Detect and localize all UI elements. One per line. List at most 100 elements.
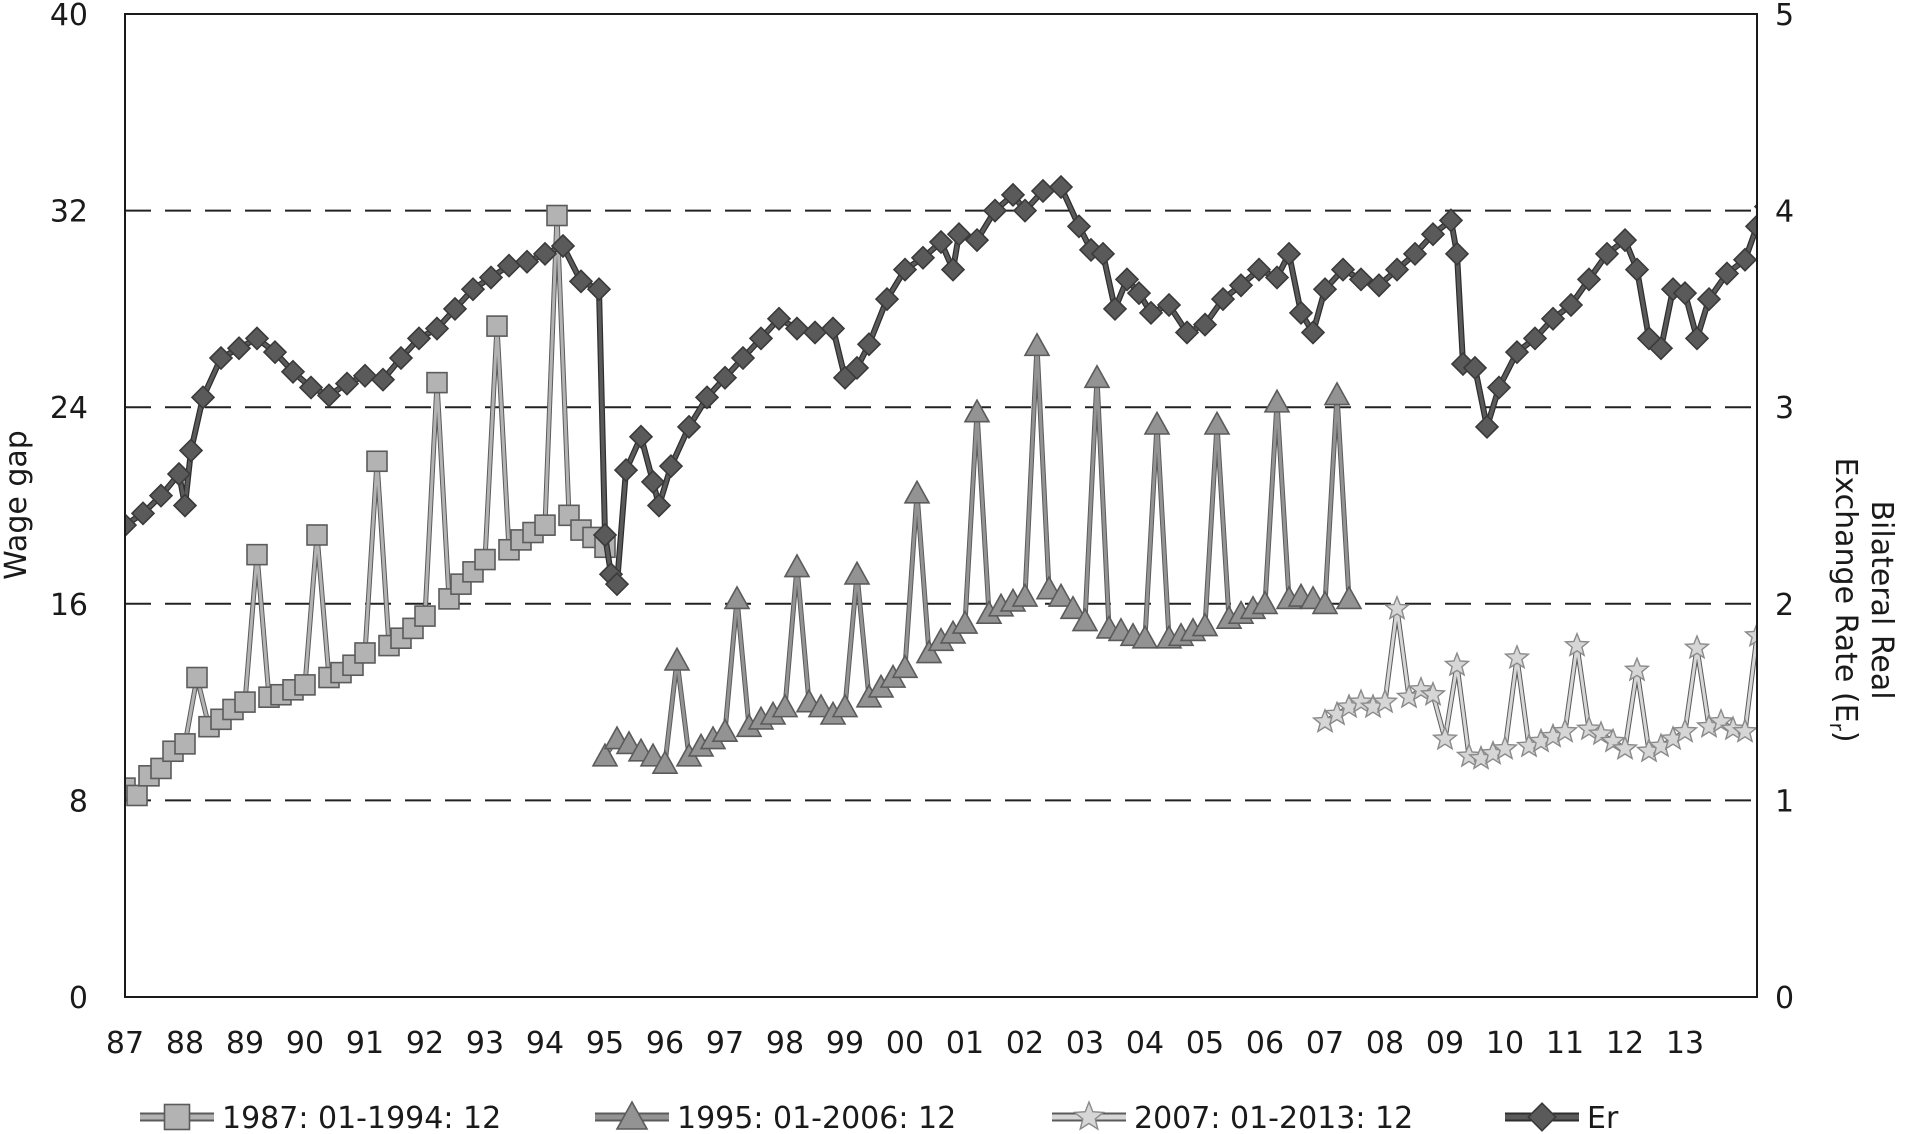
data-point	[903, 479, 931, 504]
data-point	[946, 222, 972, 247]
y-right-tick-label: 3	[1775, 391, 1794, 426]
data-point	[1384, 257, 1410, 282]
data-point	[460, 277, 486, 302]
y-right-axis-title: Bilateral Real Exchange Rate (Er)	[1825, 457, 1899, 742]
y-right-tick-label: 2	[1775, 588, 1794, 623]
data-point	[640, 469, 666, 495]
data-point	[486, 315, 508, 337]
data-point	[354, 642, 376, 664]
data-point	[1348, 267, 1374, 292]
data-point	[1366, 273, 1392, 298]
data-point	[1599, 727, 1627, 753]
data-point	[316, 383, 342, 408]
data-point	[1330, 257, 1356, 282]
data-point	[951, 609, 979, 634]
data-point	[1611, 734, 1639, 761]
data-point	[1419, 680, 1447, 706]
data-point	[1743, 621, 1757, 648]
data-point	[190, 385, 216, 410]
data-point	[1407, 675, 1435, 702]
data-point	[550, 233, 576, 259]
data-point	[1764, 239, 1786, 261]
x-tick-label: 96	[646, 1026, 684, 1061]
data-point	[148, 483, 174, 508]
data-point	[1083, 364, 1111, 389]
legend-marker	[615, 1100, 649, 1130]
x-tick-label: 97	[706, 1026, 744, 1061]
data-point	[1191, 612, 1219, 637]
data-point	[478, 265, 504, 290]
data-point	[982, 198, 1008, 223]
data-point	[334, 371, 360, 396]
data-point	[1696, 286, 1722, 312]
data-point	[474, 548, 496, 571]
y-right-tick-label: 0	[1775, 981, 1794, 1016]
legend-item: 2007: 01-2013: 12	[1052, 1100, 1413, 1134]
data-point	[928, 229, 954, 255]
data-point	[711, 717, 739, 742]
x-tick-label: 07	[1306, 1026, 1344, 1061]
data-point	[298, 375, 324, 400]
data-point	[1443, 651, 1471, 677]
data-point	[1594, 241, 1620, 266]
data-point	[591, 742, 619, 767]
x-tick-label: 91	[346, 1026, 384, 1061]
y-right-axis-title-main: Exchange Rate (E	[1828, 457, 1863, 722]
data-point	[280, 359, 306, 384]
data-point	[546, 204, 568, 227]
data-point	[1420, 222, 1446, 247]
data-point	[663, 646, 691, 671]
data-point	[1210, 286, 1236, 312]
data-point	[831, 693, 859, 718]
data-point	[1012, 198, 1038, 223]
data-point	[592, 522, 618, 548]
x-tick-label: 11	[1546, 1026, 1584, 1061]
data-point	[370, 367, 396, 392]
y-left-tick-label: 0	[69, 981, 88, 1016]
data-point	[1090, 241, 1116, 266]
y-right-tick-label: 1	[1775, 784, 1794, 819]
x-tick-label: 89	[226, 1026, 264, 1061]
data-point	[1312, 277, 1338, 302]
plot-area	[125, 174, 1822, 807]
y-right-axis-title-sub: r	[1825, 723, 1849, 732]
data-point	[844, 355, 870, 381]
data-point	[1246, 257, 1272, 282]
data-point	[1491, 734, 1519, 761]
data-point	[1438, 208, 1464, 233]
data-point	[1503, 644, 1531, 670]
x-tick-label: 12	[1606, 1026, 1644, 1061]
data-point	[1707, 707, 1735, 734]
data-point	[1714, 261, 1740, 286]
legend-label: 1995: 01-2006: 12	[677, 1101, 956, 1134]
data-point	[1383, 594, 1411, 620]
x-tick-label: 13	[1666, 1026, 1704, 1061]
data-point	[414, 605, 436, 627]
x-tick-label: 88	[166, 1026, 204, 1061]
data-point	[1071, 607, 1099, 632]
data-point	[1731, 717, 1757, 743]
y-right-tick-label: 4	[1775, 195, 1794, 230]
data-point	[1624, 257, 1650, 282]
data-point	[244, 326, 270, 351]
data-point	[820, 316, 846, 341]
data-point	[406, 326, 432, 351]
data-point	[1504, 340, 1530, 365]
x-tick-label: 95	[586, 1026, 624, 1061]
y-left-tick-label: 24	[50, 391, 88, 426]
y-right-axis-title-line2: Exchange Rate (Er)	[1825, 457, 1863, 742]
legend-label: Er	[1587, 1101, 1619, 1134]
legend-marker	[163, 1103, 191, 1131]
data-point	[534, 514, 556, 536]
data-point	[1011, 582, 1039, 607]
data-point	[1672, 281, 1698, 306]
data-point	[1474, 414, 1500, 439]
data-point	[126, 784, 148, 807]
y-left-tick-label: 40	[50, 0, 88, 33]
data-point	[1800, 247, 1822, 269]
plot-frame	[124, 13, 1758, 998]
x-tick-label: 93	[466, 1026, 504, 1061]
data-point	[1648, 336, 1674, 361]
legend-item: 1987: 01-1994: 12	[140, 1101, 501, 1134]
